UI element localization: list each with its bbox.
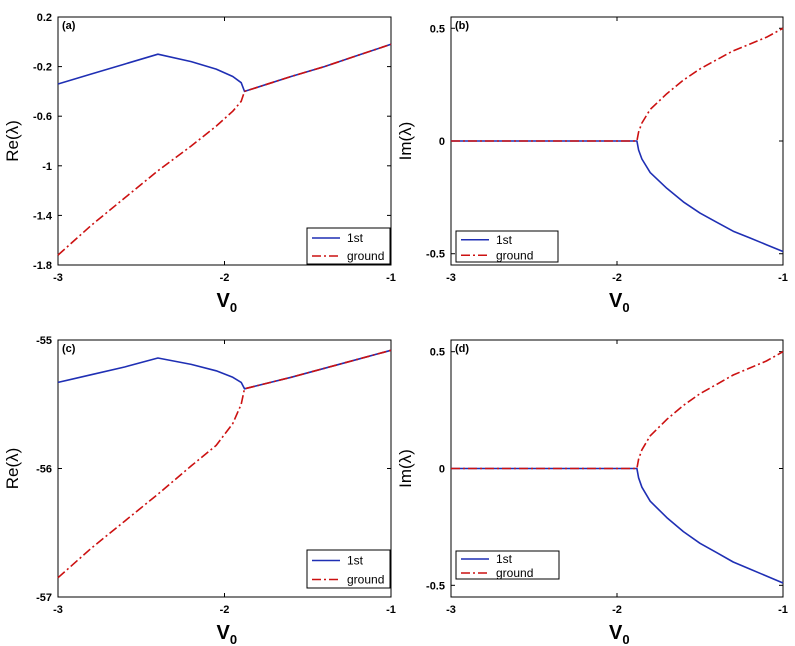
y-tick-label: -56 (36, 464, 52, 476)
legend-box (455, 550, 560, 580)
y-tick-label: 0 (439, 464, 445, 476)
y-tick-label: -57 (36, 592, 52, 604)
x-axis-label: V0 (609, 290, 630, 315)
legend-label-ground: ground (496, 566, 533, 580)
y-tick-label: -0.5 (426, 580, 445, 592)
legend: 1st ground (306, 227, 391, 265)
series-line-ground (451, 351, 784, 470)
panel-label: (a) (62, 20, 76, 32)
x-tick-label: -2 (612, 604, 622, 616)
x-axis-label: V0 (217, 290, 238, 315)
x-tick-label: -1 (778, 604, 788, 616)
panel-label: (c) (62, 343, 76, 355)
legend-label-1st: 1st (347, 231, 364, 245)
legend: 1st ground (306, 549, 391, 589)
y-tick-label: -1.4 (33, 210, 53, 222)
y-tick-label: -55 (36, 335, 52, 347)
y-tick-label: -0.5 (426, 249, 445, 261)
x-tick-label: -3 (53, 604, 63, 616)
x-tick-label: -2 (612, 272, 622, 284)
legend-label-ground: ground (347, 573, 384, 587)
series-line-1st (57, 349, 392, 390)
y-tick-label: -1.8 (33, 260, 52, 272)
legend-box (306, 227, 391, 265)
panel-2: -3 -2 -1 -55 -56 -57 (c) V0 Re(λ) 1st ground (3, 335, 396, 646)
legend-box (306, 549, 391, 589)
y-axis-label: Im(λ) (396, 122, 415, 161)
legend-label-ground: ground (347, 249, 384, 263)
legend-label-1st: 1st (347, 554, 364, 568)
x-tick-label: -2 (220, 604, 230, 616)
y-tick-label: 0.5 (430, 23, 445, 35)
legend-label-1st: 1st (496, 552, 513, 566)
y-tick-label: -0.2 (33, 62, 52, 74)
panel-0: -3 -2 -1 0.2 -0.2 -0.6 -1 -1.4 -1.8 (a) V0 Re(λ) 1st… (3, 12, 396, 315)
x-tick-label: -3 (446, 272, 456, 284)
x-tick-label: -1 (778, 272, 788, 284)
y-tick-label: -0.6 (33, 111, 52, 123)
series-line-1st (57, 43, 392, 93)
legend-label-1st: 1st (496, 233, 513, 247)
panel-label: (d) (455, 343, 469, 355)
series-line-ground (57, 349, 392, 579)
y-tick-label: 0 (439, 136, 445, 148)
y-axis-label: Re(λ) (3, 120, 22, 162)
legend-label-ground: ground (496, 248, 533, 262)
panel-label: (b) (455, 20, 469, 32)
y-axis-label: Re(λ) (3, 448, 22, 490)
x-tick-label: -3 (53, 272, 63, 284)
series-line-ground (451, 27, 784, 142)
x-tick-label: -1 (386, 604, 396, 616)
x-axis-label: V0 (609, 622, 630, 646)
y-tick-label: 0.5 (430, 347, 445, 359)
x-tick-label: -2 (220, 272, 230, 284)
legend-box (455, 230, 559, 263)
y-tick-label: -1 (42, 161, 52, 173)
y-axis-label: Im(λ) (396, 449, 415, 488)
series-line-ground (57, 43, 392, 256)
x-axis-label: V0 (217, 622, 238, 646)
x-tick-label: -3 (446, 604, 456, 616)
y-tick-label: 0.2 (37, 12, 52, 24)
x-tick-label: -1 (386, 272, 396, 284)
